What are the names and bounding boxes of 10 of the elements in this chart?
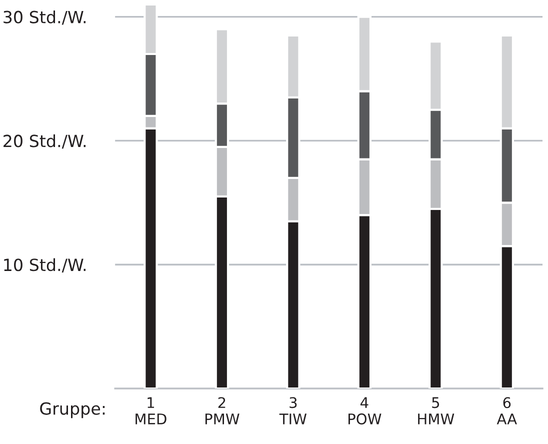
x-tick-label: 3 TIW bbox=[279, 397, 307, 424]
x-tick-label: 5 HMW bbox=[418, 397, 454, 424]
x-tick-label: 2 PMW bbox=[205, 397, 240, 424]
x-tick-label: 4 POW bbox=[348, 397, 382, 424]
x-tick-label: 6 AA bbox=[496, 397, 517, 424]
x-tick-label: 1 MED bbox=[136, 397, 166, 424]
y-tick-label: 30 Std./W. bbox=[4, 10, 86, 25]
x-axis-title: Gruppe: bbox=[40, 402, 105, 418]
y-tick-label: 20 Std./W. bbox=[4, 134, 86, 149]
y-tick-label: 10 Std./W. bbox=[4, 258, 86, 272]
